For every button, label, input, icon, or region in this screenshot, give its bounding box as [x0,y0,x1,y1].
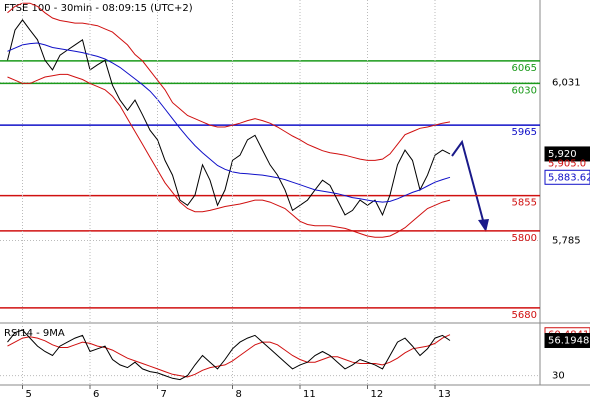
series-line [7,73,451,238]
series-line [7,334,451,378]
last-value-box [544,169,590,185]
level-label: 5800 [512,233,537,244]
chart-title: FTSE 100 - 30min - 08:09:15 (UTC+2) [4,3,193,14]
annotation: 5,905.0 [548,159,586,170]
last-value-label: 5,883.62 [548,172,590,183]
level-label: 5965 [512,127,537,138]
series-line [7,19,451,217]
level-label: 6030 [512,85,537,96]
y-tick-label: 30 [552,371,565,382]
last-value-label: 5,920 [548,149,577,160]
panel-title: RSI14 - 9MA [4,328,65,339]
series-line [7,2,451,161]
last-value-box [544,332,590,348]
y-tick-label: 6,031 [552,78,581,89]
forecast-arrow [451,139,489,232]
x-tick-label: 13 [438,389,451,400]
last-value-label: 56.1948 [548,335,589,346]
x-tick-label: 8 [236,389,242,400]
y-tick-label: 5,785 [552,236,581,247]
x-tick-label: 5 [26,389,32,400]
x-tick-label: 11 [303,389,316,400]
series-line [7,42,451,203]
x-tick-label: 12 [371,389,384,400]
level-label: 6065 [512,63,537,74]
level-label: 5680 [512,310,537,321]
x-tick-label: 6 [93,389,99,400]
series-line [7,329,451,381]
last-value-box [544,146,590,162]
level-label: 5855 [512,198,537,209]
x-tick-label: 7 [161,389,167,400]
